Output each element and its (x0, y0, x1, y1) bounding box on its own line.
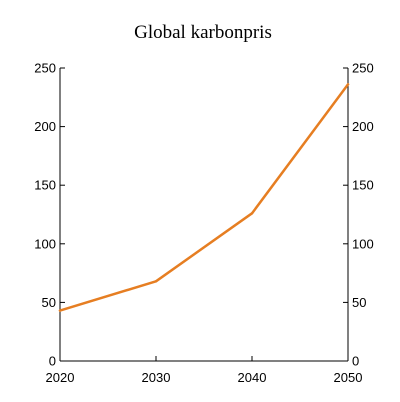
left-y-tick-label: 150 (34, 178, 56, 193)
left-y-tick-label: 100 (34, 236, 56, 251)
x-tick-label: 2050 (334, 370, 363, 385)
right-y-tick-label: 250 (352, 61, 374, 76)
left-y-tick-label: 200 (34, 119, 56, 134)
axes (59, 68, 349, 362)
data-point (346, 83, 350, 86)
x-tick-label: 2030 (142, 370, 171, 385)
chart-title: Global karbonpris (134, 22, 272, 43)
left-y-tick-label: 50 (42, 295, 56, 310)
right-y-tick-label: 100 (352, 236, 374, 251)
x-tick-label: 2040 (238, 370, 267, 385)
left-y-tick-label: 250 (34, 61, 56, 76)
x-axis: 2020 2030 2040 2050 (46, 356, 363, 385)
right-y-tick-label: 50 (352, 295, 366, 310)
x-tick-label: 2020 (46, 370, 75, 385)
right-y-tick-label: 0 (352, 354, 359, 369)
data-point (250, 212, 254, 215)
left-y-axis: 0 50 100 150 200 250 (34, 61, 65, 369)
series-line (58, 83, 350, 312)
left-y-tick-label: 0 (49, 354, 56, 369)
data-point (154, 280, 158, 283)
right-y-tick-label: 150 (352, 178, 374, 193)
right-y-axis: 0 50 100 150 200 250 (343, 61, 374, 369)
data-point (58, 309, 62, 312)
right-y-tick-label: 200 (352, 119, 374, 134)
series-group (58, 83, 350, 312)
